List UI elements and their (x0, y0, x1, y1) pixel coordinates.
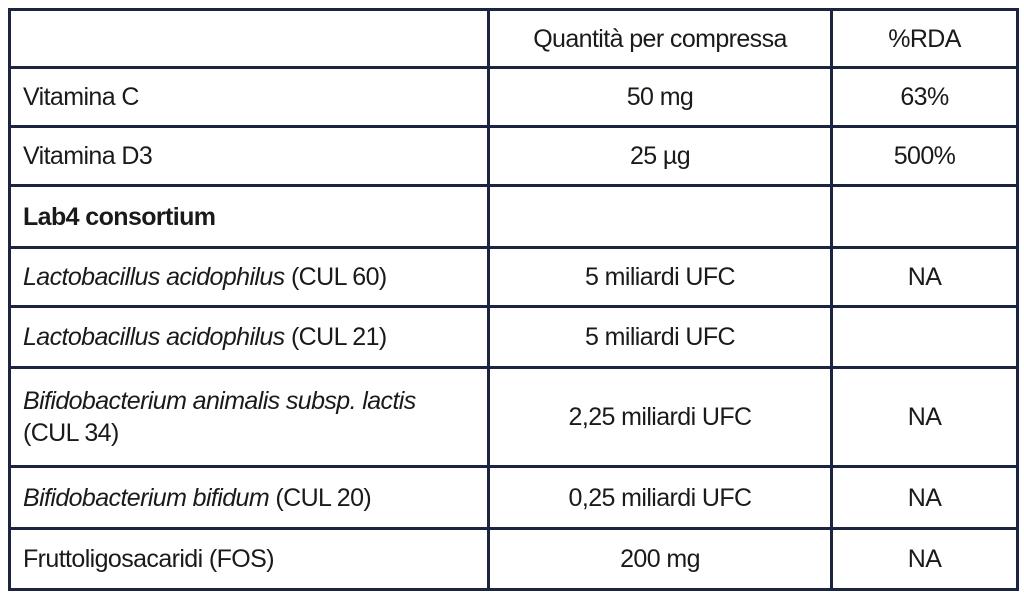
quantity: 5 miliardi UFC (585, 263, 736, 291)
header-row: Quantità per compressa %RDA (8, 8, 1019, 69)
name-cell: Lactobacillus acidophilus (CUL 60) (8, 246, 490, 308)
rda-cell: NA (830, 465, 1019, 530)
name-cell: Fruttoligosacaridi (FOS) (8, 527, 490, 591)
table-row: Lactobacillus acidophilus (CUL 60) 5 mili… (8, 246, 1019, 308)
quantity-cell: 5 miliardi UFC (487, 305, 833, 369)
name-text: Vitamina C (23, 83, 139, 111)
header-cell: Quantità per compressa (487, 8, 833, 69)
table-row: Lactobacillus acidophilus (CUL 21) 5 mili… (8, 305, 1019, 369)
species-name: Bifidobacterium animalis subsp. lactis (23, 387, 416, 415)
name-text: Fruttoligosacaridi (FOS) (23, 545, 275, 573)
name-text: (CUL 34) (23, 419, 119, 447)
quantity-cell: 200 mg (487, 527, 833, 591)
rda: NA (907, 545, 942, 573)
table-row: Vitamina C 50 mg 63% (8, 66, 1019, 128)
quantity-cell: 25 µg (487, 125, 833, 187)
table-row: Vitamina D3 25 µg 500% (8, 125, 1019, 187)
nutrition-table: Quantità per compressa %RDA Vitamina C 50… (8, 8, 1019, 591)
rda: NA (907, 263, 942, 291)
header-cell: %RDA (830, 8, 1019, 69)
species-name: Bifidobacterium bifidum (23, 483, 270, 512)
name-cell: Lactobacillus acidophilus (CUL 21) (8, 305, 490, 369)
rda: NA (907, 403, 942, 431)
quantity-cell: 2,25 miliardi UFC (487, 366, 833, 468)
rda: 63% (900, 83, 949, 111)
name-cell: Bifidobacterium animalis subsp. lactis (… (8, 366, 490, 468)
name-cell: Lab4 consortium (8, 184, 490, 249)
rda-cell: 500% (830, 125, 1019, 187)
species-name: Lactobacillus acidophilus (23, 323, 285, 351)
quantity-cell: 5 miliardi UFC (487, 246, 833, 308)
quantity-cell (487, 184, 833, 249)
quantity: 200 mg (620, 545, 700, 573)
name-text: (CUL 60) (290, 263, 387, 291)
quantity: 25 µg (629, 142, 691, 170)
name-text: (CUL 21) (290, 323, 387, 351)
table-row: Lab4 consortium (8, 184, 1019, 249)
name-cell: Vitamina C (8, 66, 490, 128)
rda-cell (830, 305, 1019, 369)
quantity-cell: 50 mg (487, 66, 833, 128)
rda-cell (830, 184, 1019, 249)
species-name: Lactobacillus acidophilus (23, 263, 285, 291)
rda-cell: 63% (830, 66, 1019, 128)
quantity: 5 miliardi UFC (585, 323, 736, 351)
rda: 500% (893, 142, 956, 170)
quantity: 2,25 miliardi UFC (568, 403, 753, 431)
rda-cell: NA (830, 246, 1019, 308)
rda: NA (907, 483, 942, 512)
quantity-cell: 0,25 miliardi UFC (487, 465, 833, 530)
name-cell: Vitamina D3 (8, 125, 490, 187)
table-row: Fruttoligosacaridi (FOS) 200 mg NA (8, 527, 1019, 591)
name-text: Vitamina D3 (23, 142, 153, 170)
quantity: 0,25 miliardi UFC (568, 483, 753, 512)
header-cell (8, 8, 490, 69)
quantity: 50 mg (626, 83, 694, 111)
table-row: Bifidobacterium animalis subsp. lactis (… (8, 366, 1019, 468)
section-label: Lab4 consortium (23, 202, 216, 231)
name-cell: Bifidobacterium bifidum (CUL 20) (8, 465, 490, 530)
rda-cell: NA (830, 527, 1019, 591)
rda-cell: NA (830, 366, 1019, 468)
name-text: (CUL 20) (275, 483, 372, 512)
table-row: Bifidobacterium bifidum (CUL 20) 0,25 mil… (8, 465, 1019, 530)
